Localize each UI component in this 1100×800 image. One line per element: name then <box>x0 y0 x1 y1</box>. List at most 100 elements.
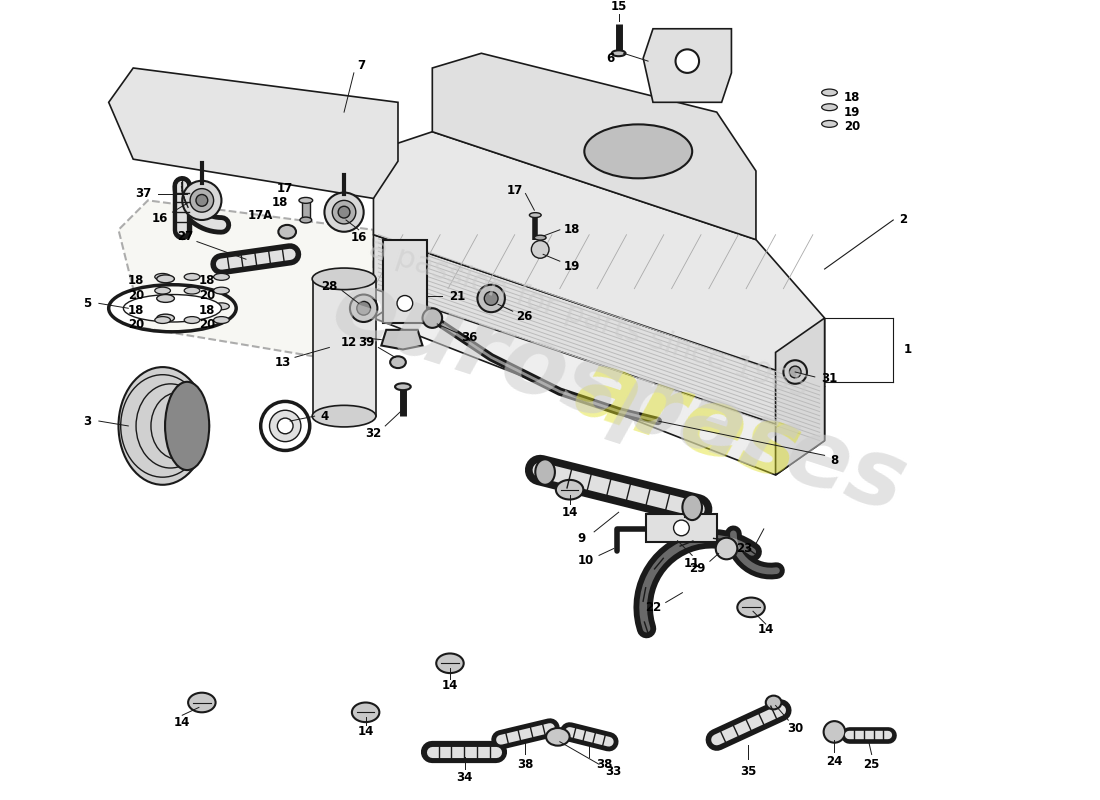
Ellipse shape <box>546 728 570 746</box>
Bar <box>312 279 376 416</box>
Text: 27: 27 <box>177 230 194 243</box>
Text: 9: 9 <box>578 532 585 546</box>
Circle shape <box>783 360 807 384</box>
Bar <box>383 240 428 323</box>
Text: 21: 21 <box>449 290 465 303</box>
Text: 30: 30 <box>788 722 803 734</box>
Ellipse shape <box>584 124 692 178</box>
Ellipse shape <box>737 598 764 617</box>
Text: 29: 29 <box>689 562 705 574</box>
Ellipse shape <box>716 538 737 559</box>
Ellipse shape <box>213 317 229 323</box>
Ellipse shape <box>395 383 410 390</box>
Circle shape <box>824 721 845 742</box>
Circle shape <box>675 50 700 73</box>
Polygon shape <box>109 68 398 198</box>
Text: 31: 31 <box>822 372 837 386</box>
Circle shape <box>332 200 355 224</box>
Text: 18: 18 <box>199 274 214 287</box>
Text: 14: 14 <box>442 679 459 692</box>
Circle shape <box>397 295 412 311</box>
Ellipse shape <box>184 274 200 280</box>
Ellipse shape <box>156 294 175 302</box>
Polygon shape <box>382 330 422 350</box>
Polygon shape <box>374 289 825 475</box>
Text: 18: 18 <box>563 223 580 236</box>
Polygon shape <box>644 29 732 102</box>
Polygon shape <box>119 200 374 362</box>
Ellipse shape <box>536 459 554 485</box>
Circle shape <box>183 181 221 220</box>
Text: 18: 18 <box>199 304 214 317</box>
Circle shape <box>190 189 213 212</box>
Ellipse shape <box>300 217 311 223</box>
Ellipse shape <box>390 356 406 368</box>
Text: 26: 26 <box>516 310 532 322</box>
Text: 12: 12 <box>341 336 358 349</box>
Text: 34: 34 <box>456 770 473 783</box>
Ellipse shape <box>156 275 175 282</box>
Text: 19: 19 <box>563 259 580 273</box>
Ellipse shape <box>155 317 170 323</box>
Ellipse shape <box>184 287 200 294</box>
Text: 5: 5 <box>82 297 91 310</box>
Ellipse shape <box>535 235 546 240</box>
Ellipse shape <box>822 89 837 96</box>
Circle shape <box>484 291 498 306</box>
Circle shape <box>277 418 293 434</box>
Polygon shape <box>776 318 825 475</box>
Circle shape <box>196 194 208 206</box>
Ellipse shape <box>822 104 837 110</box>
Polygon shape <box>432 54 756 240</box>
Text: 35: 35 <box>740 765 757 778</box>
Text: 8: 8 <box>830 454 838 466</box>
Text: 19: 19 <box>844 106 860 118</box>
Ellipse shape <box>155 287 170 294</box>
Text: 2: 2 <box>899 214 907 226</box>
Text: 25: 25 <box>864 758 880 770</box>
Text: 20: 20 <box>199 318 214 331</box>
Text: 6: 6 <box>607 52 615 65</box>
Text: 22: 22 <box>645 601 661 614</box>
Bar <box>301 200 310 220</box>
Ellipse shape <box>165 382 209 470</box>
Ellipse shape <box>155 274 170 280</box>
Text: 1: 1 <box>904 343 912 356</box>
Text: a passion for parts since 1985: a passion for parts since 1985 <box>365 233 813 403</box>
Text: 18: 18 <box>272 196 288 209</box>
Polygon shape <box>374 132 825 386</box>
Text: 4: 4 <box>320 410 329 422</box>
Circle shape <box>790 366 801 378</box>
Ellipse shape <box>822 121 837 127</box>
Ellipse shape <box>156 314 175 322</box>
Text: 38: 38 <box>517 758 534 770</box>
Text: 20: 20 <box>128 318 144 331</box>
Polygon shape <box>374 234 825 441</box>
Text: 23: 23 <box>736 542 752 555</box>
Circle shape <box>356 302 371 315</box>
Ellipse shape <box>556 480 583 499</box>
Circle shape <box>324 193 364 232</box>
Ellipse shape <box>155 303 170 310</box>
Ellipse shape <box>184 303 200 310</box>
Circle shape <box>350 294 377 322</box>
Text: 17A: 17A <box>248 209 274 222</box>
Ellipse shape <box>612 50 626 56</box>
Ellipse shape <box>188 693 216 712</box>
Text: ares: ares <box>563 342 811 501</box>
Ellipse shape <box>312 406 376 427</box>
Text: 17: 17 <box>277 182 294 195</box>
Text: 33: 33 <box>606 765 621 778</box>
Ellipse shape <box>213 274 229 280</box>
Bar <box>646 514 717 542</box>
Ellipse shape <box>766 696 781 710</box>
Circle shape <box>425 310 440 326</box>
Text: 14: 14 <box>358 726 374 738</box>
Ellipse shape <box>299 198 312 203</box>
Ellipse shape <box>529 213 541 218</box>
Text: 38: 38 <box>596 758 612 770</box>
Text: 18: 18 <box>844 91 860 104</box>
Circle shape <box>422 308 442 328</box>
Text: 20: 20 <box>844 120 860 134</box>
Text: 16: 16 <box>351 231 367 244</box>
